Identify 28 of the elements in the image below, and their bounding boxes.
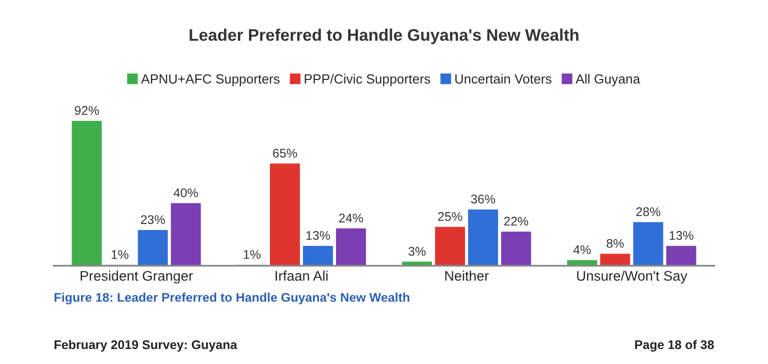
data-label: 22% bbox=[504, 216, 528, 226]
chart-title: Leader Preferred to Handle Guyana's New Wealth bbox=[190, 28, 578, 44]
data-label: 1% bbox=[112, 250, 128, 259]
legend-label: Uncertain Voters bbox=[455, 74, 552, 84]
data-label: 3% bbox=[408, 246, 426, 256]
x-tick-label: Irfaan Ali bbox=[276, 270, 328, 281]
legend-label: PPP/Civic Supporters bbox=[304, 74, 430, 86]
legend-label: APNU+AFC Supporters bbox=[141, 74, 280, 86]
x-tick-label: Unsure/Won't Say bbox=[577, 270, 688, 284]
data-label: 40% bbox=[174, 188, 198, 198]
text: February 2019 Survey: Guyana bbox=[54, 340, 238, 352]
data-label: 8% bbox=[606, 238, 624, 248]
data-label: 4% bbox=[573, 245, 591, 254]
data-label: 92% bbox=[74, 106, 99, 115]
data-label: 65% bbox=[273, 148, 297, 158]
x-tick-label: President Granger bbox=[80, 270, 193, 284]
data-label: 13% bbox=[670, 231, 694, 240]
x-tick-label: Neither bbox=[445, 270, 489, 281]
legend-label: All Guyana bbox=[576, 74, 640, 86]
data-label: 25% bbox=[438, 212, 462, 221]
data-label: 1% bbox=[244, 250, 260, 259]
caption: Figure 18: Leader Preferred to Handle Guyana's New Wealth bbox=[54, 292, 410, 304]
text: Page 18 of 38 bbox=[635, 340, 714, 352]
data-label: 36% bbox=[471, 194, 496, 204]
data-label: 13% bbox=[306, 231, 330, 240]
data-label: 23% bbox=[140, 215, 165, 224]
data-label: 24% bbox=[339, 214, 364, 222]
data-label: 28% bbox=[636, 207, 660, 216]
